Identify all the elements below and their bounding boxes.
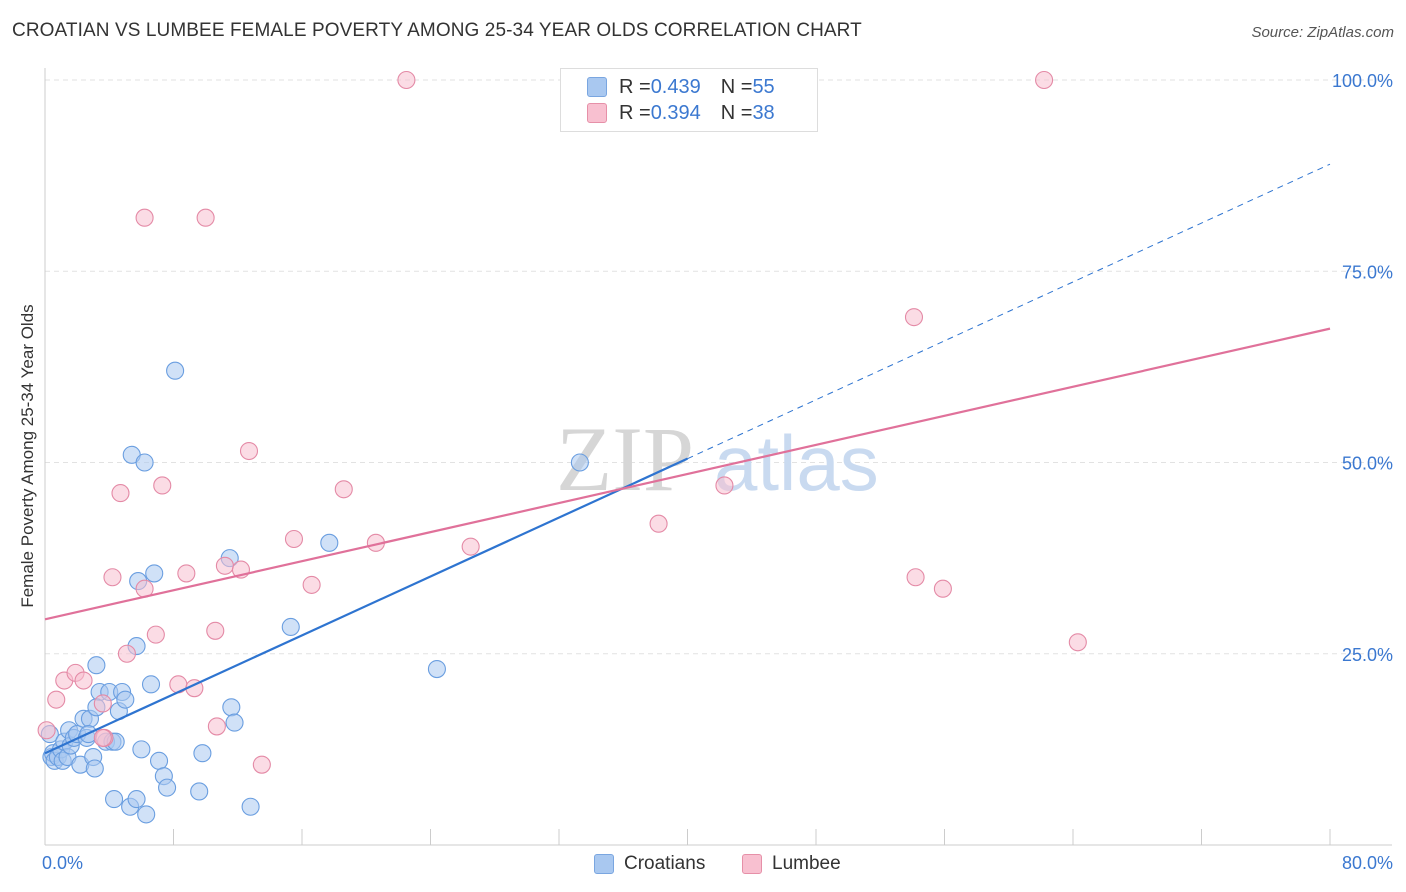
data-point-lumbee: [177, 564, 196, 583]
chart-source: Source: ZipAtlas.com: [1251, 24, 1394, 41]
y-tick-label: 100.0%: [1332, 71, 1393, 91]
data-point-lumbee: [117, 644, 136, 663]
r-value-lumbee: 0.394: [650, 101, 701, 124]
data-point-lumbee: [302, 575, 321, 594]
n-value-lumbee: 38: [752, 101, 775, 124]
data-point-lumbee: [153, 476, 172, 495]
data-point-lumbee: [47, 690, 66, 709]
legend-item-lumbee: Lumbee: [742, 852, 841, 876]
n-value-croatians: 55: [752, 75, 775, 98]
data-point-croatians: [320, 533, 339, 552]
legend-swatch-lumbee: [742, 854, 762, 874]
data-point-lumbee: [74, 671, 93, 690]
data-point-lumbee: [715, 476, 734, 495]
data-point-lumbee: [135, 208, 154, 227]
trend-line-lumbee: [44, 327, 1331, 621]
data-point-croatians: [241, 797, 260, 816]
data-point-croatians: [225, 713, 244, 732]
data-point-lumbee: [207, 717, 226, 736]
tick-labels: 25.0% 50.0% 75.0% 100.0% 0.0% 80.0%: [42, 71, 1393, 873]
data-point-croatians: [222, 698, 241, 717]
stats-legend: R = 0.439 N = 55 R = 0.394 N = 38: [560, 68, 818, 132]
data-point-lumbee: [239, 441, 259, 461]
data-point-lumbee: [906, 568, 925, 587]
legend-row-croatians: R = 0.439 N = 55: [587, 75, 775, 99]
data-point-croatians: [427, 659, 446, 679]
data-point-croatians: [145, 564, 164, 583]
data-point-lumbee: [284, 529, 304, 549]
data-point-lumbee: [146, 625, 165, 644]
y-tick-label: 75.0%: [1342, 262, 1393, 282]
y-axis-label: Female Poverty Among 25-34 Year Olds: [18, 304, 37, 608]
data-point-croatians: [127, 790, 146, 809]
trend-line-extension-croatians: [687, 163, 1331, 460]
data-point-lumbee: [904, 308, 924, 327]
data-point-lumbee: [334, 480, 353, 499]
legend-swatch-croatians: [594, 854, 614, 874]
data-point-croatians: [570, 453, 589, 472]
trend-line-croatians: [44, 457, 688, 755]
data-point-lumbee: [649, 514, 668, 533]
data-point-croatians: [105, 790, 124, 809]
data-point-lumbee: [93, 728, 112, 747]
data-point-lumbee: [1068, 633, 1087, 652]
chart-title: CROATIAN VS LUMBEE FEMALE POVERTY AMONG …: [12, 20, 862, 41]
watermark: ZIP atlas: [556, 408, 879, 510]
data-point-lumbee: [93, 694, 112, 713]
data-point-lumbee: [1035, 70, 1054, 90]
x-tick-label: 80.0%: [1342, 853, 1393, 873]
data-point-lumbee: [215, 556, 234, 575]
legend-row-lumbee: R = 0.394 N = 38: [587, 101, 775, 125]
legend-item-croatians: Croatians: [594, 852, 705, 876]
data-point-croatians: [141, 675, 161, 694]
data-point-croatians: [158, 778, 177, 797]
trend-lines: [44, 163, 1331, 755]
data-point-croatians: [190, 782, 209, 801]
data-point-lumbee: [461, 537, 480, 556]
y-tick-label: 50.0%: [1342, 454, 1393, 474]
x-tick-label: 0.0%: [42, 853, 83, 873]
axes: [44, 68, 1392, 846]
data-point-lumbee: [196, 208, 215, 227]
data-point-lumbee: [37, 721, 56, 740]
data-point-lumbee: [206, 621, 225, 640]
data-point-croatians: [85, 759, 104, 778]
data-point-lumbee: [933, 579, 952, 598]
data-point-lumbee: [252, 755, 271, 774]
data-point-croatians: [132, 740, 151, 759]
data-point-croatians: [87, 656, 106, 675]
data-point-croatians: [193, 744, 212, 763]
data-point-croatians: [137, 805, 156, 824]
data-point-croatians: [149, 751, 169, 770]
data-point-croatians: [116, 690, 135, 709]
data-points: [37, 70, 1087, 824]
data-point-croatians: [281, 617, 300, 637]
y-tick-label: 25.0%: [1342, 645, 1393, 665]
r-value-croatians: 0.439: [650, 75, 701, 98]
data-point-lumbee: [111, 484, 130, 503]
legend-swatch-croatians: [587, 77, 607, 97]
data-point-lumbee: [397, 70, 416, 90]
legend-swatch-lumbee: [587, 103, 607, 123]
data-point-croatians: [135, 453, 154, 472]
data-point-croatians: [166, 361, 185, 380]
data-point-lumbee: [103, 568, 122, 587]
